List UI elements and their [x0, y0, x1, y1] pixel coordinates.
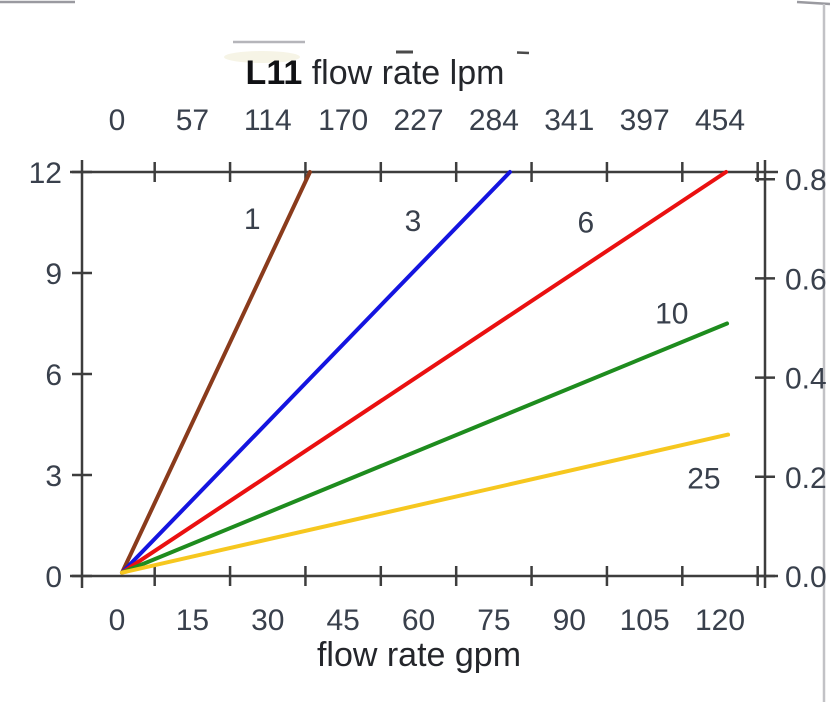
series-line-1	[120, 170, 312, 575]
left-tick-label: 12	[29, 157, 62, 190]
right-tick-label: 0.4	[785, 363, 827, 396]
series-label-25: 25	[687, 462, 720, 495]
series-line-25	[120, 432, 731, 575]
chart-title: L11 flow rate lpm	[150, 54, 600, 93]
top-tick-label: 57	[176, 104, 209, 137]
left-tick-label: 6	[45, 359, 62, 392]
series-line-6	[120, 170, 729, 575]
series-label-10: 10	[655, 297, 688, 330]
chart-title-model: L11	[245, 54, 303, 92]
series-label-1: 1	[244, 203, 261, 236]
left-tick-label: 9	[45, 258, 62, 291]
bottom-tick-label: 75	[477, 604, 510, 637]
top-tick-label: 284	[469, 104, 519, 137]
series-label-6: 6	[577, 207, 594, 240]
bottom-tick-label: 0	[109, 604, 126, 637]
left-tick-label: 0	[45, 561, 62, 594]
top-tick-label: 341	[544, 104, 594, 137]
top-tick-label: 114	[244, 104, 292, 137]
right-tick-label: 0.2	[785, 462, 827, 495]
bottom-tick-label: 45	[326, 604, 359, 637]
top-tick-label: 454	[695, 104, 745, 137]
x-axis-title: flow rate gpm	[316, 636, 522, 674]
series-line-10	[120, 321, 730, 575]
series-label-3: 3	[405, 205, 422, 238]
bottom-tick-label: 105	[620, 604, 670, 637]
artifact-smudge	[224, 51, 300, 63]
bottom-tick-label: 60	[402, 604, 435, 637]
left-tick-label: 3	[45, 460, 62, 493]
chart-title-text: flow rate lpm	[302, 54, 505, 92]
bottom-tick-label: 90	[553, 604, 586, 637]
right-tick-label: 0.6	[785, 263, 827, 296]
artifact-top-right-line	[796, 0, 830, 6]
bottom-tick-label: 15	[176, 604, 209, 637]
top-tick-label: 0	[109, 104, 126, 137]
series-line-3	[120, 170, 512, 575]
top-tick-label: 397	[620, 104, 670, 137]
right-tick-label: 0.0	[785, 561, 827, 594]
top-tick-label: 227	[393, 104, 443, 137]
bottom-tick-label: 120	[695, 604, 745, 637]
bottom-tick-label: 30	[251, 604, 284, 637]
top-tick-label: 170	[318, 104, 368, 137]
right-tick-label: 0.8	[785, 164, 827, 197]
artifact-dash-2	[516, 51, 530, 55]
